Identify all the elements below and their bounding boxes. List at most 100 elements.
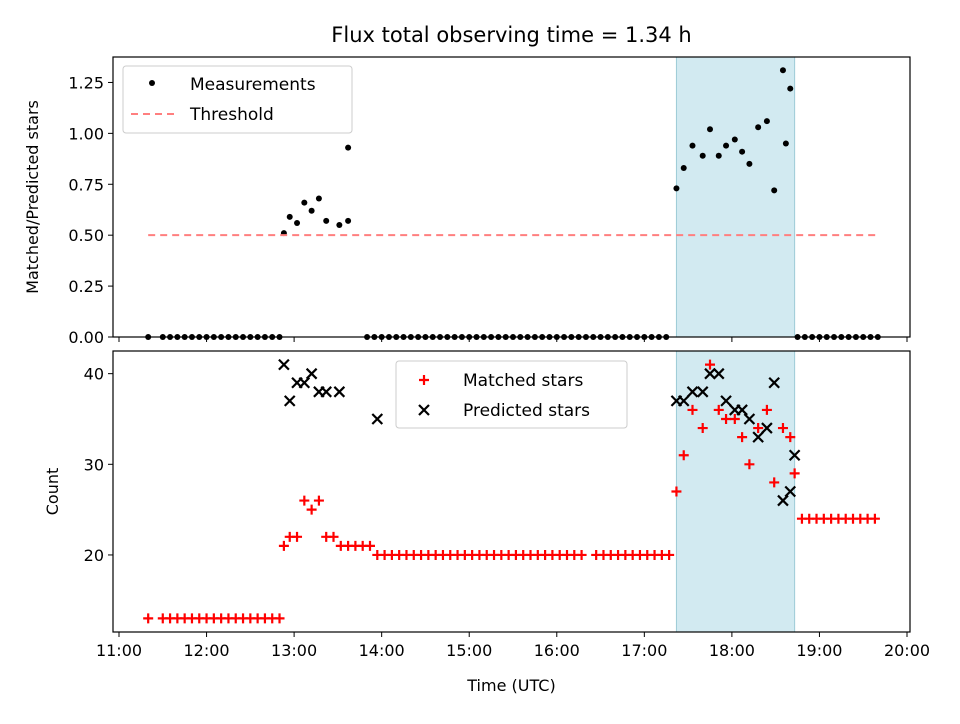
x-tick-label: 16:00	[534, 641, 580, 660]
data-point	[678, 450, 689, 461]
y-tick-label: 0.75	[68, 175, 104, 194]
data-point	[299, 495, 310, 506]
data-point	[737, 432, 748, 443]
x-tick-label: 18:00	[709, 641, 755, 660]
data-point	[689, 142, 696, 149]
x-tick-label: 11:00	[96, 641, 142, 660]
data-point	[305, 367, 318, 380]
data-point	[313, 495, 324, 506]
legend-box	[395, 360, 628, 429]
legend: Measurements Threshold	[122, 65, 353, 134]
data-point	[320, 386, 332, 398]
data-point	[788, 449, 801, 462]
data-point	[713, 404, 724, 415]
data-point	[345, 144, 352, 151]
data-point	[301, 199, 308, 206]
data-point	[278, 540, 289, 551]
data-point	[298, 376, 311, 389]
data-point	[779, 67, 786, 74]
y-tick-label: 1.00	[68, 124, 104, 143]
series-predicted-stars	[278, 358, 801, 507]
highlight-span	[675, 350, 796, 633]
data-point	[687, 404, 698, 415]
data-point	[328, 531, 339, 542]
data-point	[664, 549, 675, 560]
data-point	[731, 136, 738, 143]
data-point	[739, 148, 746, 155]
data-point	[292, 531, 303, 542]
highlight-span	[675, 56, 796, 338]
data-point	[274, 613, 285, 624]
data-point	[686, 386, 699, 398]
series-matched-stars	[143, 359, 880, 624]
y-tick-label: 1.25	[68, 73, 104, 92]
legend-marker	[149, 80, 155, 86]
y-tick-label: 20	[84, 546, 104, 565]
data-point	[789, 468, 800, 479]
data-point	[699, 152, 706, 159]
data-point	[283, 395, 296, 407]
data-point	[729, 413, 740, 424]
x-tick-label: 17:00	[621, 641, 667, 660]
data-point	[306, 504, 317, 515]
data-point	[308, 207, 315, 214]
data-point	[371, 413, 384, 425]
y-tick-label: 0.50	[68, 226, 104, 245]
y-tick-label: 0.00	[68, 328, 104, 347]
data-point	[744, 459, 755, 470]
y-axis-label: Count	[43, 468, 62, 516]
data-point	[680, 164, 687, 171]
axes-frame	[112, 350, 911, 633]
data-point	[364, 540, 375, 551]
data-point	[345, 217, 352, 224]
x-tick-label: 13:00	[271, 641, 317, 660]
data-point	[721, 413, 732, 424]
legend-marker	[419, 375, 429, 385]
data-point	[705, 359, 715, 370]
data-point	[746, 160, 753, 167]
data-point	[784, 485, 797, 498]
data-point	[769, 477, 780, 488]
data-point	[673, 185, 680, 192]
data-point	[707, 126, 713, 133]
y-tick-label: 40	[84, 365, 104, 384]
data-point	[777, 494, 789, 507]
panel-1: 0.00 0.25 0.50 0.75 1.00 1.25 Matched/Predicte…	[23, 56, 911, 347]
data-point	[333, 386, 346, 398]
data-point	[771, 187, 778, 194]
data-point	[723, 142, 730, 149]
data-point	[785, 432, 796, 443]
data-point	[286, 213, 293, 220]
data-point	[782, 140, 789, 147]
x-tick-label: 12:00	[184, 641, 230, 660]
y-tick-label: 0.25	[68, 277, 104, 296]
data-point	[720, 395, 732, 407]
data-point	[323, 217, 330, 224]
data-point	[763, 118, 770, 125]
chart-title: Flux total observing time = 1.34 h	[331, 23, 691, 47]
data-point	[336, 222, 343, 228]
data-point	[753, 423, 764, 434]
data-point	[697, 423, 708, 434]
legend-label: Measurements	[190, 75, 316, 95]
legend: Matched stars Predicted stars	[395, 360, 628, 429]
axes-frame	[112, 56, 911, 338]
data-point	[576, 549, 587, 560]
legend-box	[122, 65, 353, 134]
data-point	[743, 413, 756, 425]
data-point	[315, 195, 322, 202]
data-point	[768, 376, 780, 389]
y-tick-label: 30	[84, 455, 104, 474]
data-point	[752, 431, 764, 443]
data-point	[869, 513, 880, 524]
legend-marker	[418, 404, 430, 416]
x-tick-label: 20:00	[884, 641, 930, 660]
legend-label: Predicted stars	[463, 401, 590, 421]
data-point	[712, 367, 725, 380]
data-point	[677, 395, 690, 407]
data-point	[143, 613, 154, 624]
x-axis-label: Time (UTC)	[466, 676, 555, 695]
legend-label: Threshold	[189, 105, 274, 125]
data-point	[755, 124, 762, 131]
